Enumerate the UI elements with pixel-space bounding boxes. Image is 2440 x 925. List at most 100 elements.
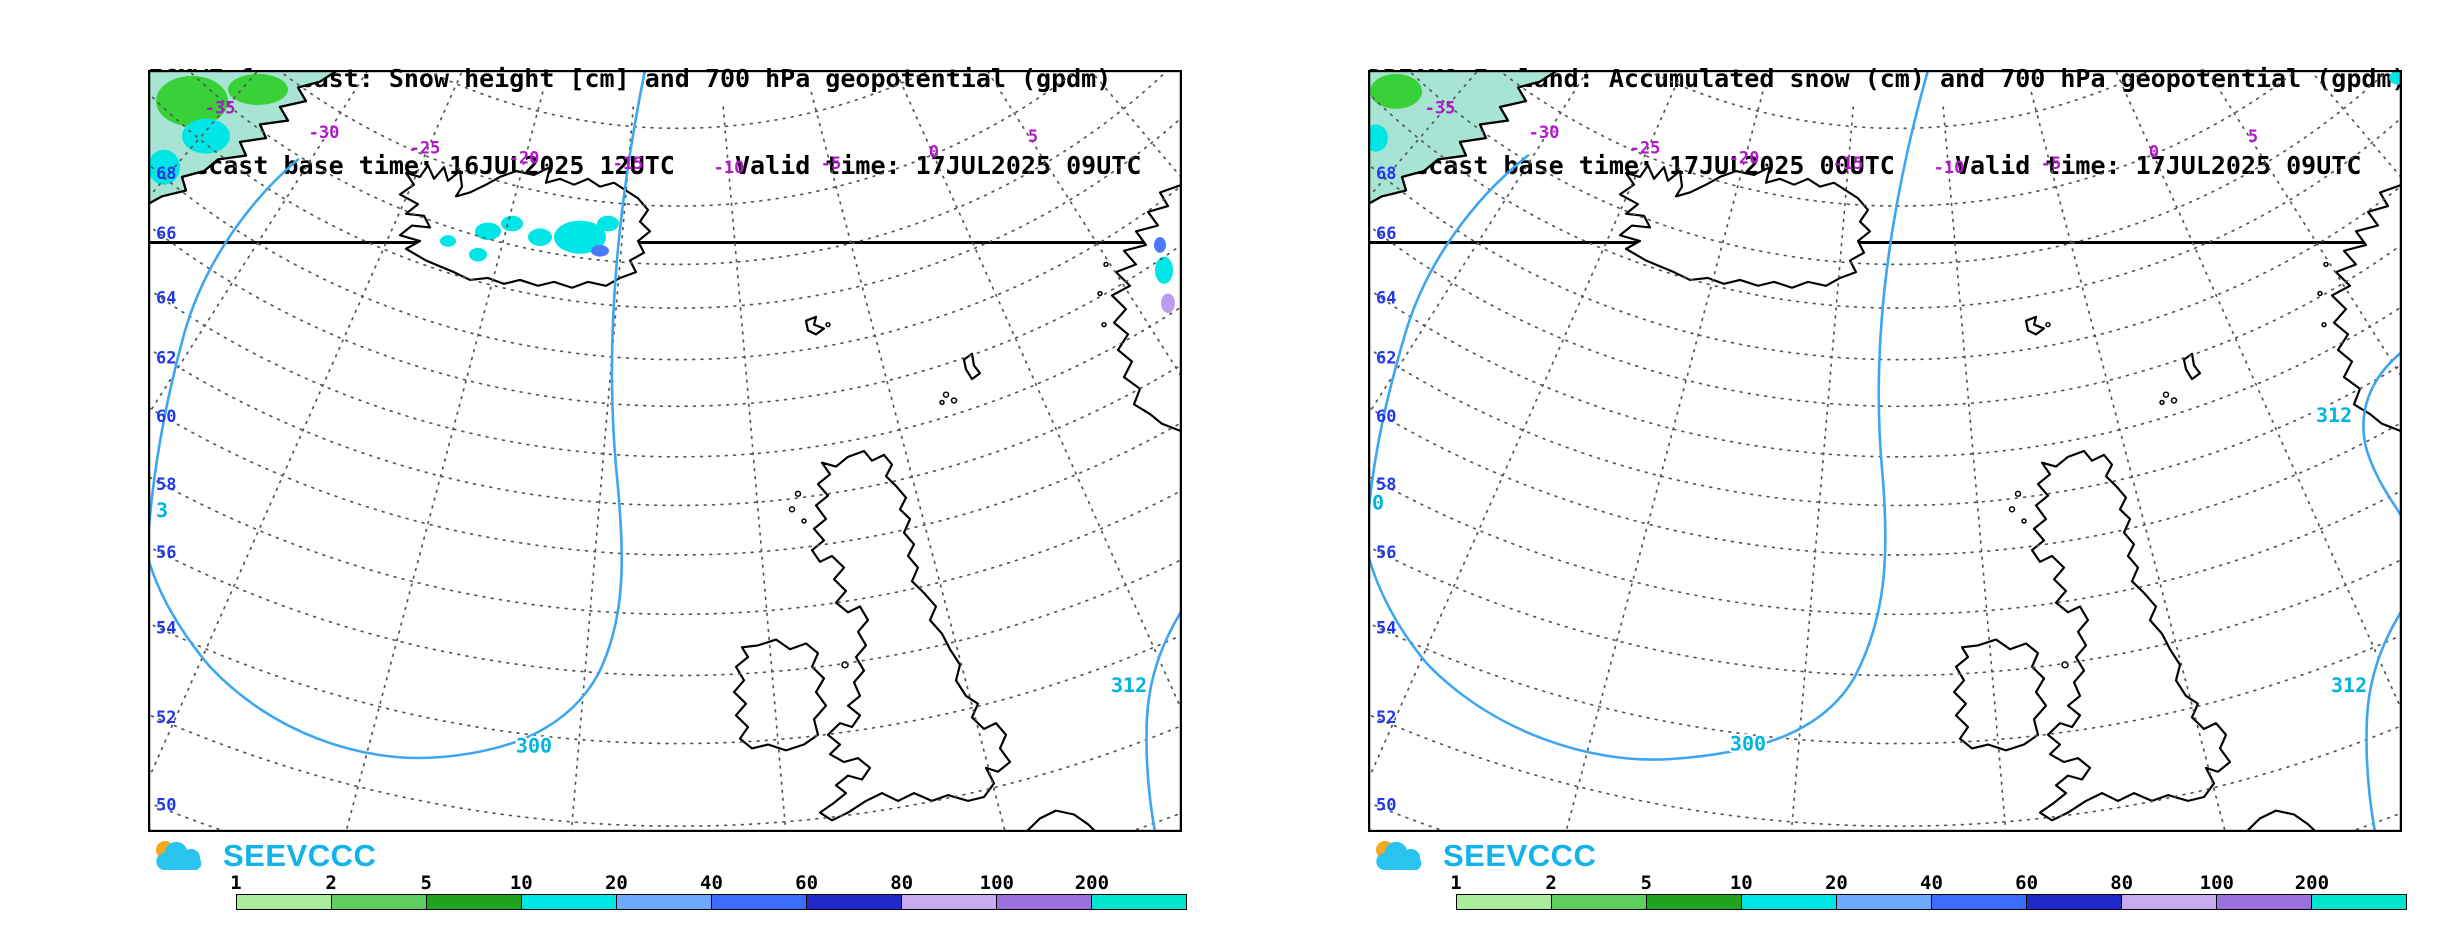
- latitude-label: 62: [1376, 348, 1396, 368]
- panel-title: DREAM8-Iceland: Accumulated snow (cm) an…: [1368, 6, 2407, 244]
- longitude-label: 5: [2248, 126, 2258, 146]
- latitude-label: 56: [1376, 542, 1396, 562]
- legend-tick-value: 10: [1729, 872, 1753, 894]
- legend-color-bar: [1456, 894, 2407, 910]
- legend-color-segment: [1741, 895, 1836, 909]
- coastlines: [148, 70, 1182, 832]
- legend-tick-value: 40: [700, 872, 723, 894]
- legend-color-bar: [236, 894, 1187, 910]
- longitude-label: -20: [509, 148, 540, 168]
- contour-label: 312: [2316, 404, 2352, 427]
- logo-text: SEEVCCC: [1443, 838, 1597, 873]
- geopotential-contours: [1368, 70, 2402, 832]
- longitude-label: -5: [2041, 153, 2061, 173]
- logo-text: SEEVCCC: [223, 838, 377, 873]
- map-dream8: 300 0 312 312 -35 -30 -25 -20 -15 -10 -5 0 5 68 66 64 62…: [1368, 70, 2402, 832]
- legend-color-segment: [426, 895, 521, 909]
- latitude-label: 68: [156, 163, 176, 183]
- seevccc-logo: SEEVCCC: [150, 836, 376, 876]
- legend-color-segment: [711, 895, 806, 909]
- snow-patches: [440, 215, 1175, 313]
- longitude-label: 5: [1028, 126, 1038, 146]
- latitude-label: 50: [1376, 795, 1396, 815]
- legend-tick-value: 20: [604, 872, 628, 894]
- latitude-label: 66: [1376, 223, 1396, 243]
- longitude-label: -35: [1425, 98, 1456, 118]
- legend-color-segment: [1091, 895, 1186, 909]
- legend-tick-value: 200: [1074, 872, 1110, 894]
- legend-tick-values: 1 2 5 10 20 40 60 80 100 200: [1450, 872, 2407, 894]
- longitude-label: -25: [1630, 138, 1661, 158]
- legend-color-segment: [2216, 895, 2311, 909]
- longitude-label: -5: [821, 153, 841, 173]
- longitude-label: 0: [2149, 142, 2159, 162]
- legend-color-segment: [1836, 895, 1931, 909]
- legend-color-segment: [616, 895, 711, 909]
- contour-label: 0: [1372, 492, 1384, 515]
- legend-tick-value: 100: [2199, 872, 2234, 894]
- legend-tick-value: 20: [1824, 872, 1848, 894]
- graticule: [1368, 70, 2402, 832]
- legend-tick-value: 2: [1545, 872, 1557, 894]
- snow-patches: [2389, 70, 2402, 85]
- legend-color-segment: [1646, 895, 1741, 909]
- latitude-label: 52: [156, 707, 176, 727]
- legend-color-segment: [2121, 895, 2216, 909]
- map-canvas: 300 0 312 312 -35 -30 -25 -20 -15 -10 -5 0 5 68 66 64 62…: [1368, 70, 2402, 832]
- legend-tick-value: 80: [2110, 872, 2134, 894]
- longitude-label: -15: [1833, 153, 1864, 173]
- longitude-label: -30: [309, 122, 340, 142]
- panel-dream8: DREAM8-Iceland: Accumulated snow (cm) an…: [1220, 0, 2440, 925]
- contour-label: 312: [1111, 674, 1147, 697]
- panel-forecast-times: Forecast base time: 17JUL2025 00UTC Vali…: [1368, 151, 2362, 180]
- longitude-label: -25: [410, 138, 441, 158]
- legend-tick-value: 200: [2294, 872, 2330, 894]
- latitude-label: 66: [156, 223, 176, 243]
- latitude-label: 68: [1376, 163, 1396, 183]
- legend-tick-value: 5: [420, 872, 432, 894]
- legend-color-segment: [901, 895, 996, 909]
- legend-tick-value: 1: [230, 872, 242, 894]
- legend-color-segment: [521, 895, 616, 909]
- panel-ecmwf: ECMWF forecast: Snow height [cm] and 700…: [148, 64, 1187, 910]
- legend-tick-value: 80: [890, 872, 914, 894]
- latitude-label: 64: [156, 287, 176, 307]
- geopotential-contours: [148, 70, 1182, 832]
- latitude-label: 64: [1376, 287, 1396, 307]
- map-frame-border: [148, 70, 1182, 832]
- graticule: [148, 70, 1182, 832]
- snow-amount-legend: 1 2 5 10 20 40 60 80 100 200: [230, 872, 1187, 910]
- latitude-label: 60: [1376, 406, 1396, 426]
- latitude-label: 60: [156, 406, 176, 426]
- snow-amount-legend: 1 2 5 10 20 40 60 80 100 200: [1450, 872, 2407, 910]
- longitude-label: -10: [714, 157, 745, 177]
- cloud-sun-logo-icon: [156, 841, 202, 871]
- map-canvas: 300 3 312 -35 -30 -25 -20 -15 -10 -5 0 5 68 66 64 62 60 5…: [148, 70, 1182, 832]
- legend-tick-value: 5: [1640, 872, 1652, 894]
- legend-tick-value: 10: [509, 872, 533, 894]
- map-frame-border: [1368, 70, 2402, 832]
- latitude-label: 54: [156, 618, 176, 638]
- latitude-label: 54: [1376, 618, 1396, 638]
- legend-tick-value: 60: [795, 872, 819, 894]
- longitude-label: -35: [205, 98, 236, 118]
- coastlines: [1368, 70, 2402, 832]
- latitude-label: 58: [156, 474, 176, 494]
- legend-color-segment: [331, 895, 426, 909]
- latitude-label: 62: [156, 348, 176, 368]
- latitude-label: 58: [1376, 474, 1396, 494]
- legend-color-segment: [806, 895, 901, 909]
- legend-tick-value: 1: [1450, 872, 1462, 894]
- panel-title-line1: ECMWF forecast: Snow height [cm] and 700…: [148, 64, 1112, 93]
- longitude-label: -20: [1729, 148, 1760, 168]
- legend-color-segment: [1931, 895, 2026, 909]
- longitude-label: -30: [1529, 122, 1560, 142]
- longitude-label: -15: [613, 153, 644, 173]
- legend-color-segment: [996, 895, 1091, 909]
- legend-color-segment: [1551, 895, 1646, 909]
- latitude-label: 52: [1376, 707, 1396, 727]
- legend-tick-value: 100: [979, 872, 1014, 894]
- seevccc-logo: SEEVCCC: [1370, 836, 1596, 876]
- contour-label: 312: [2331, 674, 2367, 697]
